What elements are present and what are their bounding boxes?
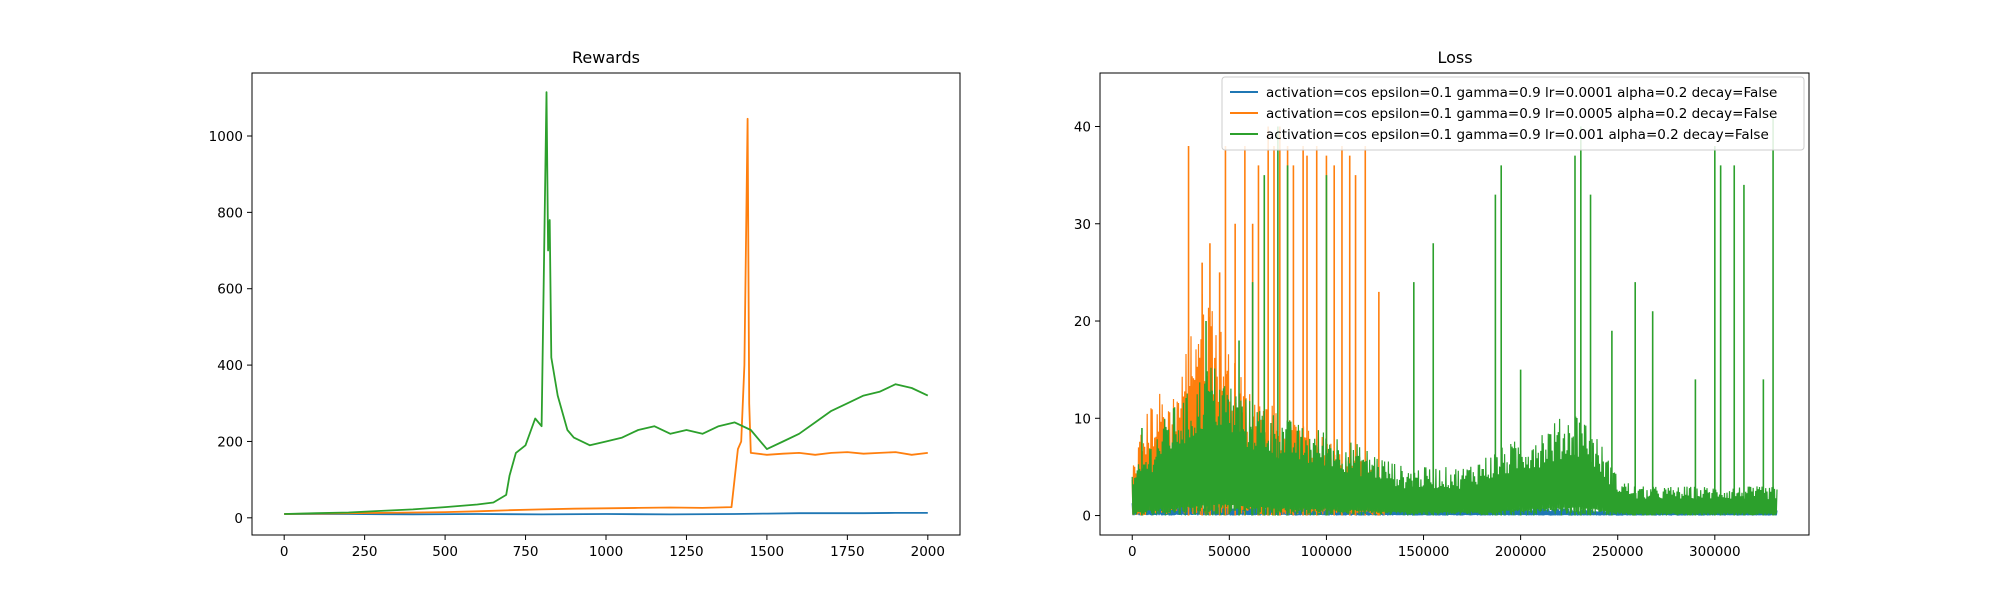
y-tick-label: 400	[217, 358, 243, 374]
legend-label: activation=cos epsilon=0.1 gamma=0.9 lr=…	[1266, 106, 1777, 122]
axes-frame	[251, 72, 961, 536]
legend-label: activation=cos epsilon=0.1 gamma=0.9 lr=…	[1266, 85, 1777, 101]
x-tick-label: 1250	[669, 544, 703, 560]
x-tick-label: 250	[352, 544, 378, 560]
y-tick-label: 0	[1082, 509, 1091, 525]
axes-frame	[1099, 72, 1810, 536]
x-tick-label: 500	[432, 544, 458, 560]
y-tick-label: 30	[1074, 217, 1091, 233]
x-tick-label: 0	[280, 544, 289, 560]
y-tick-label: 600	[217, 282, 243, 298]
x-tick-label: 1500	[750, 544, 784, 560]
series-line-1	[284, 512, 928, 516]
rewards-chart: Rewards 0 250 500 750 1000 1250 1500 1750 2000 0 2…	[209, 48, 961, 560]
x-tick-label: 100000	[1301, 544, 1353, 560]
y-tick-label: 200	[217, 434, 243, 450]
x-tick-label: 200000	[1495, 544, 1547, 560]
chart-title: Rewards	[572, 48, 640, 67]
legend-box	[1221, 76, 1805, 151]
y-tick-label: 20	[1074, 314, 1091, 330]
y-tick-label: 800	[217, 205, 243, 221]
series-line-3	[284, 91, 929, 515]
y-tick-label: 10	[1074, 411, 1091, 427]
plot-area	[284, 91, 929, 516]
legend: activation=cos epsilon=0.1 gamma=0.9 lr=…	[1221, 76, 1805, 151]
x-tick-label: 50000	[1208, 544, 1251, 560]
chart-title: Loss	[1437, 48, 1472, 67]
x-tick-label: 150000	[1398, 544, 1450, 560]
x-tick-label: 250000	[1592, 544, 1644, 560]
y-tick-label: 1000	[209, 129, 243, 145]
loss-chart: Loss 0 50000 100000 150000 200000 250000 30000…	[1074, 48, 1810, 560]
y-tick-label: 0	[234, 511, 243, 527]
x-tick-label: 750	[513, 544, 539, 560]
x-tick-label: 2000	[911, 544, 945, 560]
x-tick-label: 300000	[1689, 544, 1741, 560]
x-tick-label: 1750	[830, 544, 864, 560]
x-tick-label: 0	[1128, 544, 1137, 560]
series-line-2	[284, 117, 928, 515]
y-tick-label: 40	[1074, 119, 1091, 135]
plot-area	[1131, 116, 1778, 516]
x-tick-label: 1000	[589, 544, 623, 560]
legend-label: activation=cos epsilon=0.1 gamma=0.9 lr=…	[1266, 127, 1769, 143]
